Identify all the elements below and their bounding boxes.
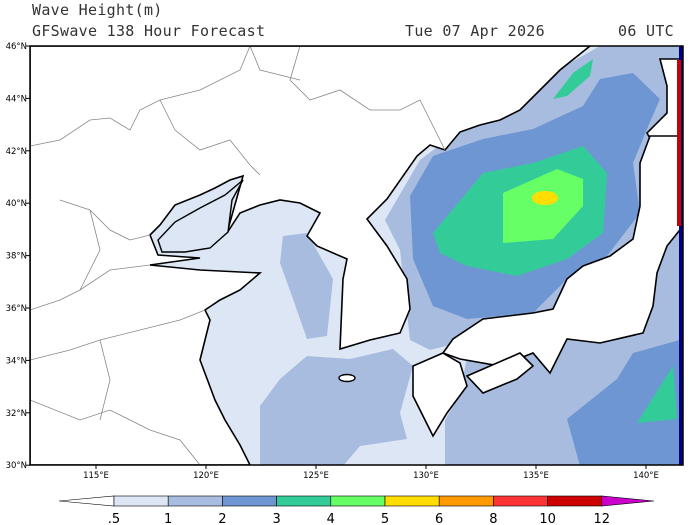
right-edge-strip — [679, 46, 683, 465]
colorbar-segment — [113, 495, 169, 507]
lon-label: 130°E — [413, 471, 439, 481]
colorbar-label: .5 — [108, 512, 120, 525]
lat-label: 34°N — [6, 356, 27, 366]
contour-4-5m — [503, 169, 583, 243]
forecast-subtitle: GFSwave 138 Hour Forecast — [32, 22, 266, 40]
right-edge-red — [677, 60, 681, 226]
lat-label: 30°N — [6, 461, 27, 471]
colorbar-label: 5 — [381, 512, 389, 525]
lat-label: 44°N — [6, 94, 27, 104]
colorbar-label: 2 — [218, 512, 226, 525]
colorbar-label: 1 — [164, 512, 172, 525]
map-title: Wave Height(m) — [32, 1, 163, 19]
colorbar-max-arrow — [601, 495, 655, 507]
colorbar-label: 8 — [489, 512, 497, 525]
land-shikoku — [465, 352, 535, 394]
contour-5-6m — [532, 191, 558, 205]
lat-label: 32°N — [6, 409, 27, 419]
colorbar-label: 10 — [539, 512, 556, 525]
land-kyushu — [412, 352, 468, 438]
colorbar-segment — [167, 495, 223, 507]
colorbar-label: 3 — [272, 512, 280, 525]
colorbar-label: 4 — [327, 512, 335, 525]
colorbar-label: 6 — [435, 512, 443, 525]
lon-label: 125°E — [303, 471, 329, 481]
lon-label: 115°E — [83, 471, 109, 481]
colorbar-segment — [276, 495, 332, 507]
land-mainland-asia — [30, 46, 592, 465]
lon-label: 135°E — [523, 471, 549, 481]
contour-1-2m-yellow-sea — [280, 233, 333, 339]
bohai-sea — [157, 179, 244, 253]
lat-label: 36°N — [6, 304, 27, 314]
forecast-date: Tue 07 Apr 2026 — [405, 22, 545, 40]
lon-label: 140°E — [633, 471, 659, 481]
lat-label: 42°N — [6, 147, 27, 157]
colorbar-segment — [222, 495, 277, 507]
colorbar-segment — [330, 495, 386, 507]
contour-3-4m-pacific — [637, 366, 677, 423]
colorbar: .5 1 2 3 4 5 6 8 10 12 — [58, 495, 655, 525]
longitude-labels: 115°E 120°E 125°E 130°E 135°E 140°E — [83, 465, 659, 481]
land-jeju — [338, 373, 356, 383]
contour-1-2m-east-china-sea — [260, 349, 413, 465]
colorbar-segment — [547, 495, 603, 507]
lat-label: 46°N — [6, 42, 27, 52]
colorbar-min-arrow — [58, 495, 115, 507]
province-borders — [30, 46, 446, 465]
lat-label: 38°N — [6, 252, 27, 262]
colorbar-label: 12 — [594, 512, 611, 525]
contour-3-4m-north — [553, 59, 593, 99]
land-honshu — [441, 135, 683, 375]
forecast-time: 06 UTC — [618, 22, 674, 40]
contour-2-3m-pacific — [567, 339, 683, 465]
colorbar-segment — [493, 495, 548, 507]
lat-label: 40°N — [6, 199, 27, 209]
latitude-labels: 46°N 44°N 42°N 40°N 38°N 36°N 34°N 32°N 30°N — [6, 42, 30, 471]
colorbar-segment — [384, 495, 440, 507]
lon-label: 120°E — [193, 471, 219, 481]
colorbar-segment — [438, 495, 494, 507]
